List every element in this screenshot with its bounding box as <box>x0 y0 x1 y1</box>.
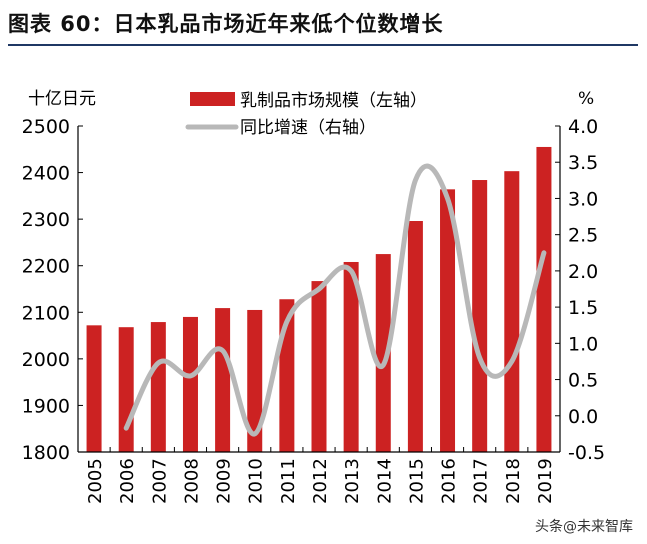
right-tick-label: 3.0 <box>568 188 598 210</box>
legend-bar-label: 乳制品市场规模（左轴） <box>240 91 427 111</box>
x-tick-label: 2005 <box>85 458 106 504</box>
left-tick-label: 2100 <box>22 302 70 324</box>
legend-bar-swatch <box>190 92 235 106</box>
right-tick-label: 0.0 <box>568 406 598 428</box>
x-tick-label: 2018 <box>503 458 524 504</box>
right-axis-label: % <box>578 89 594 109</box>
right-tick-label: -0.5 <box>568 442 605 464</box>
bar-2013 <box>343 261 359 452</box>
left-tick-label: 2200 <box>22 256 70 278</box>
bar-2010 <box>247 309 263 452</box>
left-axis-label: 十亿日元 <box>28 89 96 109</box>
title-divider <box>8 44 638 46</box>
x-tick-label: 2014 <box>374 458 395 504</box>
x-tick-label: 2008 <box>181 458 202 504</box>
right-tick-label: 4.0 <box>568 116 598 138</box>
x-tick-label: 2019 <box>535 458 556 504</box>
chart-title: 图表 60：日本乳品市场近年来低个位数增长 <box>8 12 444 36</box>
left-tick-label: 1800 <box>22 442 70 464</box>
left-tick-label: 2000 <box>22 349 70 371</box>
bar-2007 <box>150 322 166 452</box>
x-tick-label: 2007 <box>149 458 170 504</box>
watermark: 头条@未来智库 <box>535 519 633 535</box>
x-tick-label: 2011 <box>278 458 299 504</box>
right-tick-label: 2.0 <box>568 261 598 283</box>
bar-2014 <box>375 254 391 452</box>
left-tick-label: 1900 <box>22 395 70 417</box>
right-tick-label: 1.5 <box>568 297 598 319</box>
x-tick-label: 2006 <box>117 458 138 504</box>
x-tick-label: 2017 <box>471 458 492 504</box>
x-tick-label: 2009 <box>214 458 235 504</box>
bar-2017 <box>472 180 488 452</box>
bar-2005 <box>86 325 102 452</box>
x-tick-label: 2012 <box>310 458 331 504</box>
right-tick-label: 2.5 <box>568 225 598 247</box>
bar-2006 <box>118 327 134 452</box>
right-tick-label: 0.5 <box>568 370 598 392</box>
right-tick-label: 3.5 <box>568 152 598 174</box>
x-tick-label: 2010 <box>246 458 267 504</box>
right-tick-label: 1.0 <box>568 333 598 355</box>
bar-2015 <box>407 221 423 452</box>
bar-2016 <box>440 189 456 452</box>
x-tick-label: 2013 <box>342 458 363 504</box>
bar-2008 <box>182 316 198 452</box>
x-tick-label: 2016 <box>439 458 460 504</box>
left-tick-label: 2300 <box>22 209 70 231</box>
bar-2019 <box>536 146 552 452</box>
bar-2009 <box>215 308 231 452</box>
left-tick-label: 2400 <box>22 163 70 185</box>
bar-2012 <box>311 281 327 452</box>
bar-2018 <box>504 171 520 452</box>
legend-line-label: 同比增速（右轴） <box>240 118 376 138</box>
left-tick-label: 2500 <box>22 116 70 138</box>
x-tick-label: 2015 <box>406 458 427 504</box>
